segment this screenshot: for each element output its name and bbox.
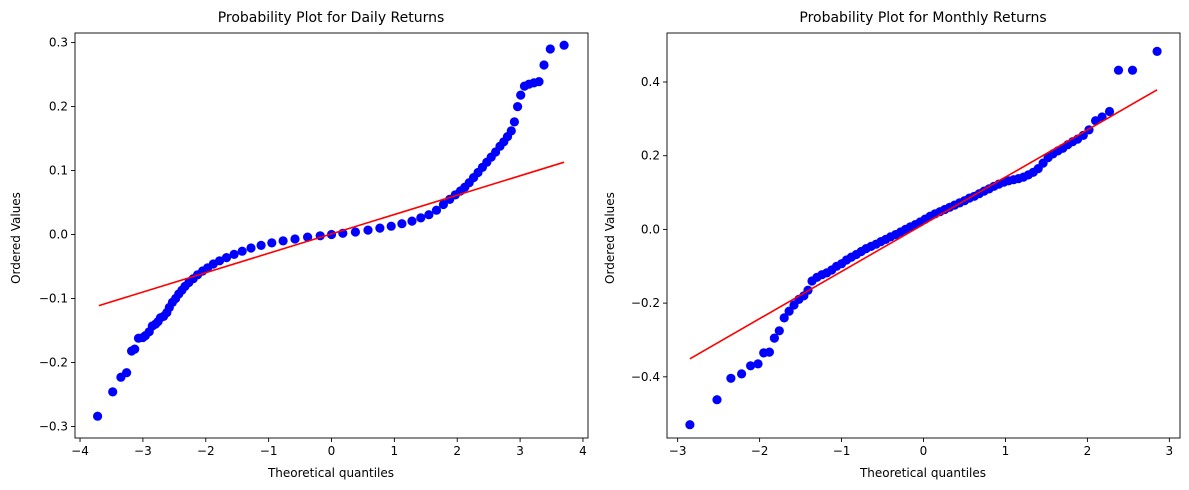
monthly-returns-plot: Probability Plot for Monthly Returns The… <box>603 10 1181 480</box>
daily-returns-plot: Probability Plot for Daily Returns Theor… <box>9 10 589 480</box>
data-point <box>534 77 544 87</box>
x-tick-label: −1 <box>833 444 851 458</box>
data-point <box>416 213 426 223</box>
y-tick-label: −0.2 <box>631 296 660 310</box>
data-point <box>215 256 225 266</box>
x-tick-label: −3 <box>134 444 152 458</box>
x-tick-label: −2 <box>751 444 769 458</box>
data-point <box>431 205 442 215</box>
data-point <box>407 216 417 226</box>
axes-frame <box>74 32 589 439</box>
x-tick-label: −3 <box>669 444 687 458</box>
data-point <box>1127 65 1138 75</box>
data-point <box>506 126 516 136</box>
y-tick-label: 0.1 <box>49 164 68 178</box>
y-tick-label: 0.3 <box>49 36 68 50</box>
y-axis-label: Ordered Values <box>9 192 23 284</box>
data-layer <box>685 46 1162 430</box>
data-point <box>513 102 523 112</box>
y-tick-label: 0.2 <box>641 149 660 163</box>
x-axis-label: Theoretical quantiles <box>859 466 986 480</box>
data-point <box>712 395 722 405</box>
y-tick-label: −0.4 <box>631 370 660 384</box>
data-point <box>397 219 407 229</box>
data-point <box>130 344 140 354</box>
data-point <box>267 238 277 248</box>
data-point <box>237 246 247 256</box>
data-point <box>737 369 747 379</box>
fit-line <box>689 89 1158 360</box>
data-point <box>784 306 794 316</box>
data-point <box>539 60 549 70</box>
x-tick-label: 0 <box>328 444 336 458</box>
x-axis-label: Theoretical quantiles <box>267 466 394 480</box>
data-point <box>246 243 256 253</box>
x-tick-label: 0 <box>920 444 928 458</box>
data-point <box>93 411 103 421</box>
data-point <box>1113 65 1124 75</box>
data-layer <box>93 40 569 421</box>
data-point <box>746 361 756 371</box>
data-point <box>375 223 385 233</box>
data-point <box>753 359 763 369</box>
data-point <box>726 373 736 383</box>
data-point <box>1104 106 1115 117</box>
data-point <box>438 199 448 210</box>
x-tick-label: 1 <box>1002 444 1010 458</box>
x-tick-label: 2 <box>1084 444 1092 458</box>
y-tick-label: 0.4 <box>641 75 660 89</box>
y-tick-label: −0.3 <box>39 419 68 433</box>
x-tick-label: −4 <box>71 444 89 458</box>
x-tick-label: 3 <box>516 444 524 458</box>
data-point <box>122 368 132 378</box>
x-tick-label: 1 <box>391 444 399 458</box>
fit-line <box>98 161 565 307</box>
chart-title: Probability Plot for Monthly Returns <box>799 10 1046 26</box>
data-point <box>363 225 373 235</box>
y-tick-label: 0.2 <box>49 100 68 114</box>
data-point <box>509 117 519 127</box>
data-point <box>559 40 569 50</box>
data-point <box>386 221 396 231</box>
data-point <box>516 90 526 100</box>
tick-layer: −3 −2 −1 0 1 2 3 −0.4 −0.2 0.0 0.2 0.4 <box>631 75 1173 458</box>
y-tick-label: 0.0 <box>641 222 660 236</box>
data-point <box>685 420 695 430</box>
x-tick-label: 3 <box>1166 444 1174 458</box>
data-point <box>290 234 300 244</box>
data-point <box>229 249 239 259</box>
y-axis-label: Ordered Values <box>603 192 617 284</box>
data-point <box>350 227 360 237</box>
x-tick-label: 2 <box>453 444 461 458</box>
data-point <box>256 240 266 250</box>
data-point <box>424 210 434 220</box>
data-point <box>545 44 555 54</box>
data-point <box>303 232 313 242</box>
y-tick-label: −0.2 <box>39 356 68 370</box>
x-tick-label: −1 <box>260 444 278 458</box>
x-tick-label: 4 <box>579 444 587 458</box>
x-tick-label: −2 <box>197 444 215 458</box>
data-point <box>764 347 775 357</box>
data-point <box>1152 46 1162 57</box>
data-point <box>779 313 789 323</box>
axes-frame <box>666 32 1181 439</box>
data-point <box>278 236 288 246</box>
data-point <box>108 387 118 397</box>
data-point <box>221 253 232 263</box>
data-point <box>774 326 784 336</box>
data-point <box>769 333 780 343</box>
tick-layer: −4 −3 −2 −1 0 1 2 3 4 −0.3 −0.2 −0.1 0.0 0.1 0.2 0.3 <box>39 36 587 458</box>
y-tick-label: 0.0 <box>49 228 68 242</box>
chart-title: Probability Plot for Daily Returns <box>218 10 445 26</box>
y-tick-label: −0.1 <box>39 292 68 306</box>
